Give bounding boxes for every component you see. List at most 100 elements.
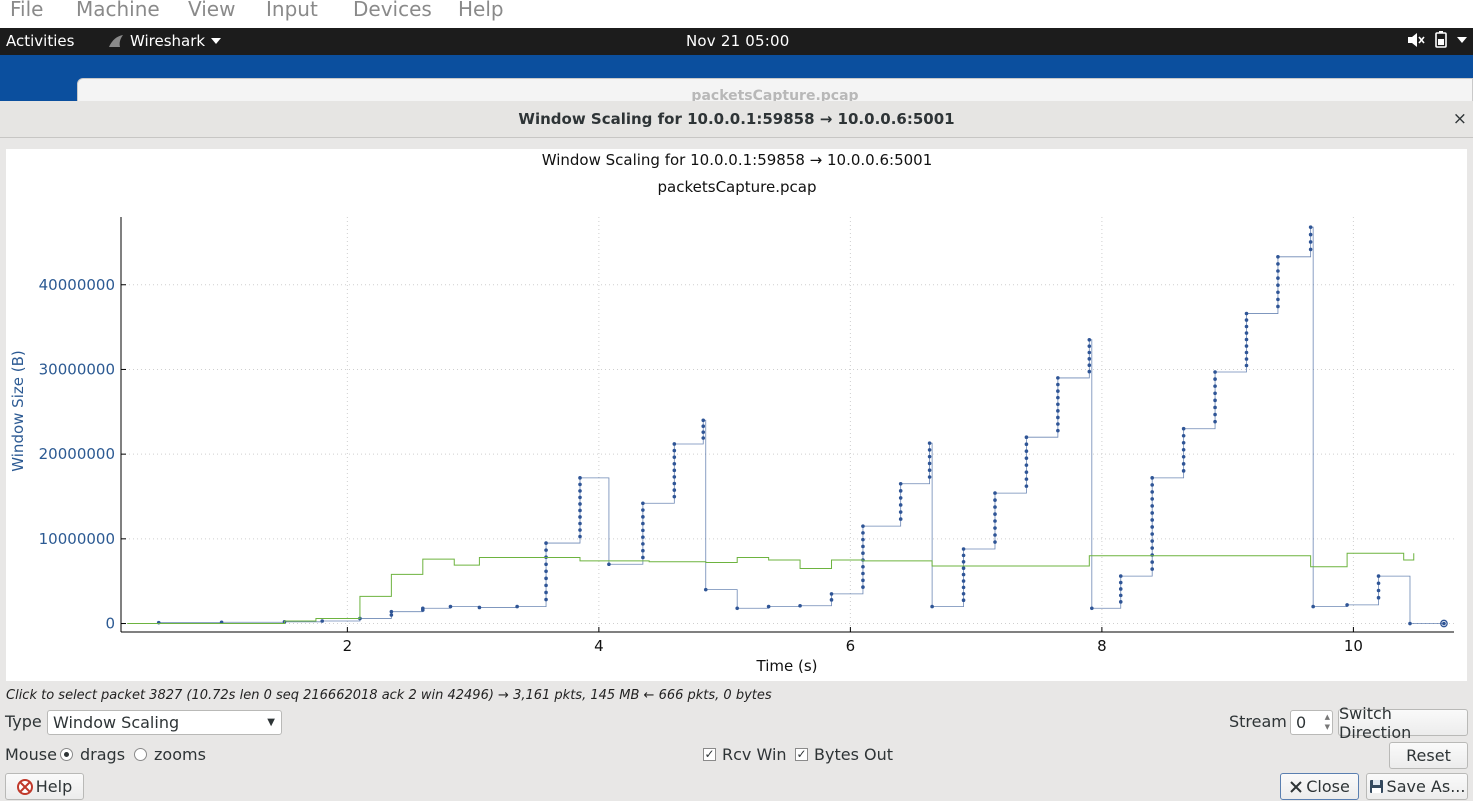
x-tick-label: 4 [594, 637, 604, 655]
rcv-win-checkbox[interactable]: ✓ [703, 747, 716, 761]
bytes-out-point [1118, 574, 1123, 578]
bytes-out-point [1150, 497, 1154, 501]
switch-direction-button[interactable]: Switch Direction [1338, 704, 1468, 742]
bytes-out-point [993, 505, 997, 509]
bytes-out-point [1213, 405, 1217, 410]
menu-help[interactable]: Help [458, 0, 504, 21]
plot-panel[interactable]: Window Scaling for 10.0.0.1:59858 → 10.0… [6, 149, 1467, 681]
bytes-out-checkbox[interactable]: ✓ [795, 747, 808, 761]
bytes-out-point [672, 461, 677, 466]
menu-machine[interactable]: Machine [76, 0, 160, 21]
bytes-out-point [993, 526, 997, 530]
battery-icon [1435, 31, 1447, 48]
bytes-out-point [1276, 255, 1280, 259]
bytes-out-point [1087, 350, 1092, 355]
bytes-out-point [1181, 433, 1186, 438]
bytes-out-point [1087, 363, 1092, 368]
help-button[interactable]: Help [5, 773, 84, 800]
bytes-out-point [927, 441, 932, 445]
bytes-out-point [701, 430, 706, 434]
chevron-down-icon [211, 38, 222, 44]
bytes-out-point [1181, 462, 1186, 466]
bytes-out-point [930, 604, 934, 609]
chevron-down-icon [1457, 36, 1467, 43]
bytes-out-point [578, 528, 582, 532]
bytes-out-point [672, 455, 677, 459]
bytes-out-point [641, 508, 645, 512]
y-tick-label: 10000000 [39, 530, 115, 548]
gnome-topbar: Activities Wireshark Nov 21 05:00 [0, 28, 1473, 55]
bytes-out-point [641, 542, 645, 546]
rcv-win-label[interactable]: Rcv Win [722, 745, 787, 764]
activities-button[interactable]: Activities [6, 32, 75, 50]
x-tick-label: 6 [846, 637, 856, 655]
bytes-out-point [1087, 338, 1092, 342]
system-tray[interactable] [1407, 31, 1467, 48]
chart-subtitle: packetsCapture.pcap [658, 178, 817, 196]
bytes-out-point [861, 585, 865, 589]
stream-spinbox[interactable]: 0 ▲ ▼ [1290, 710, 1333, 735]
clock[interactable]: Nov 21 05:00 [686, 32, 790, 50]
bytes-out-label[interactable]: Bytes Out [814, 745, 893, 764]
bytes-out-point [1244, 324, 1249, 329]
rcv-win-line [127, 552, 1415, 625]
menu-input[interactable]: Input [266, 0, 318, 21]
dialog-header: Window Scaling for 10.0.0.1:59858 → 10.0… [0, 101, 1473, 138]
bytes-out-point [1376, 588, 1381, 593]
x-tick-label: 2 [343, 637, 353, 655]
bytes-out-point [672, 442, 677, 446]
bytes-out-point [1056, 389, 1060, 393]
bytes-out-point [544, 597, 548, 602]
bytes-out-point [477, 605, 482, 610]
bytes-out-point [861, 564, 865, 569]
zooms-label[interactable]: zooms [154, 745, 206, 764]
bytes-out-point [798, 603, 802, 608]
bytes-out-point [1087, 357, 1092, 361]
bytes-out-point [1087, 344, 1092, 348]
save-as-button[interactable]: Save As... [1366, 773, 1468, 800]
bytes-out-point [389, 613, 394, 617]
bytes-out-point [993, 498, 997, 502]
bytes-out-point [961, 585, 966, 590]
type-select-value: Window Scaling [53, 713, 180, 732]
drags-label[interactable]: drags [80, 745, 126, 764]
zooms-radio[interactable] [134, 748, 147, 761]
bytes-out-point [1056, 376, 1060, 380]
bytes-out-point [993, 519, 997, 523]
bytes-out-point [961, 572, 966, 577]
bytes-out-point [578, 489, 582, 493]
app-menu[interactable]: Wireshark [108, 32, 222, 50]
bytes-out-point [1181, 440, 1186, 445]
spin-arrows-icon[interactable]: ▲ ▼ [1324, 713, 1330, 731]
menu-file[interactable]: File [10, 0, 44, 21]
close-button[interactable]: Close [1280, 773, 1359, 800]
dialog-title: Window Scaling for 10.0.0.1:59858 → 10.0… [518, 110, 955, 128]
bytes-out-point [1276, 297, 1280, 302]
bytes-out-point [1024, 449, 1029, 453]
bytes-out-point [544, 541, 548, 545]
menu-devices[interactable]: Devices [353, 0, 432, 21]
bytes-out-point [1213, 412, 1217, 417]
bytes-out-point [1181, 426, 1186, 431]
bytes-out-point [578, 534, 582, 539]
bytes-out-point [993, 512, 997, 516]
bytes-out-point [1244, 331, 1249, 335]
save-as-label: Save As... [1386, 777, 1466, 796]
bytes-out-point [993, 540, 997, 544]
type-select[interactable]: Window Scaling ▼ [47, 710, 282, 735]
reset-button[interactable]: Reset [1389, 742, 1468, 769]
close-icon[interactable]: × [1452, 109, 1467, 129]
chevron-down-icon: ▼ [267, 717, 275, 728]
background-window: packetsCapture.pcap [77, 78, 1473, 104]
drags-radio[interactable] [60, 748, 73, 761]
bytes-out-point [1150, 490, 1154, 494]
bytes-out-point [641, 521, 645, 526]
bytes-out-point [1213, 377, 1217, 381]
vbox-menubar: File Machine View Input Devices Help [0, 0, 1473, 28]
close-icon [1290, 780, 1302, 793]
window-scaling-chart[interactable]: Window Scaling for 10.0.0.1:59858 → 10.0… [6, 149, 1467, 681]
bytes-out-point [927, 461, 932, 466]
menu-view[interactable]: View [188, 0, 236, 21]
bytes-out-point [1150, 560, 1154, 564]
bytes-out-point [861, 551, 865, 556]
